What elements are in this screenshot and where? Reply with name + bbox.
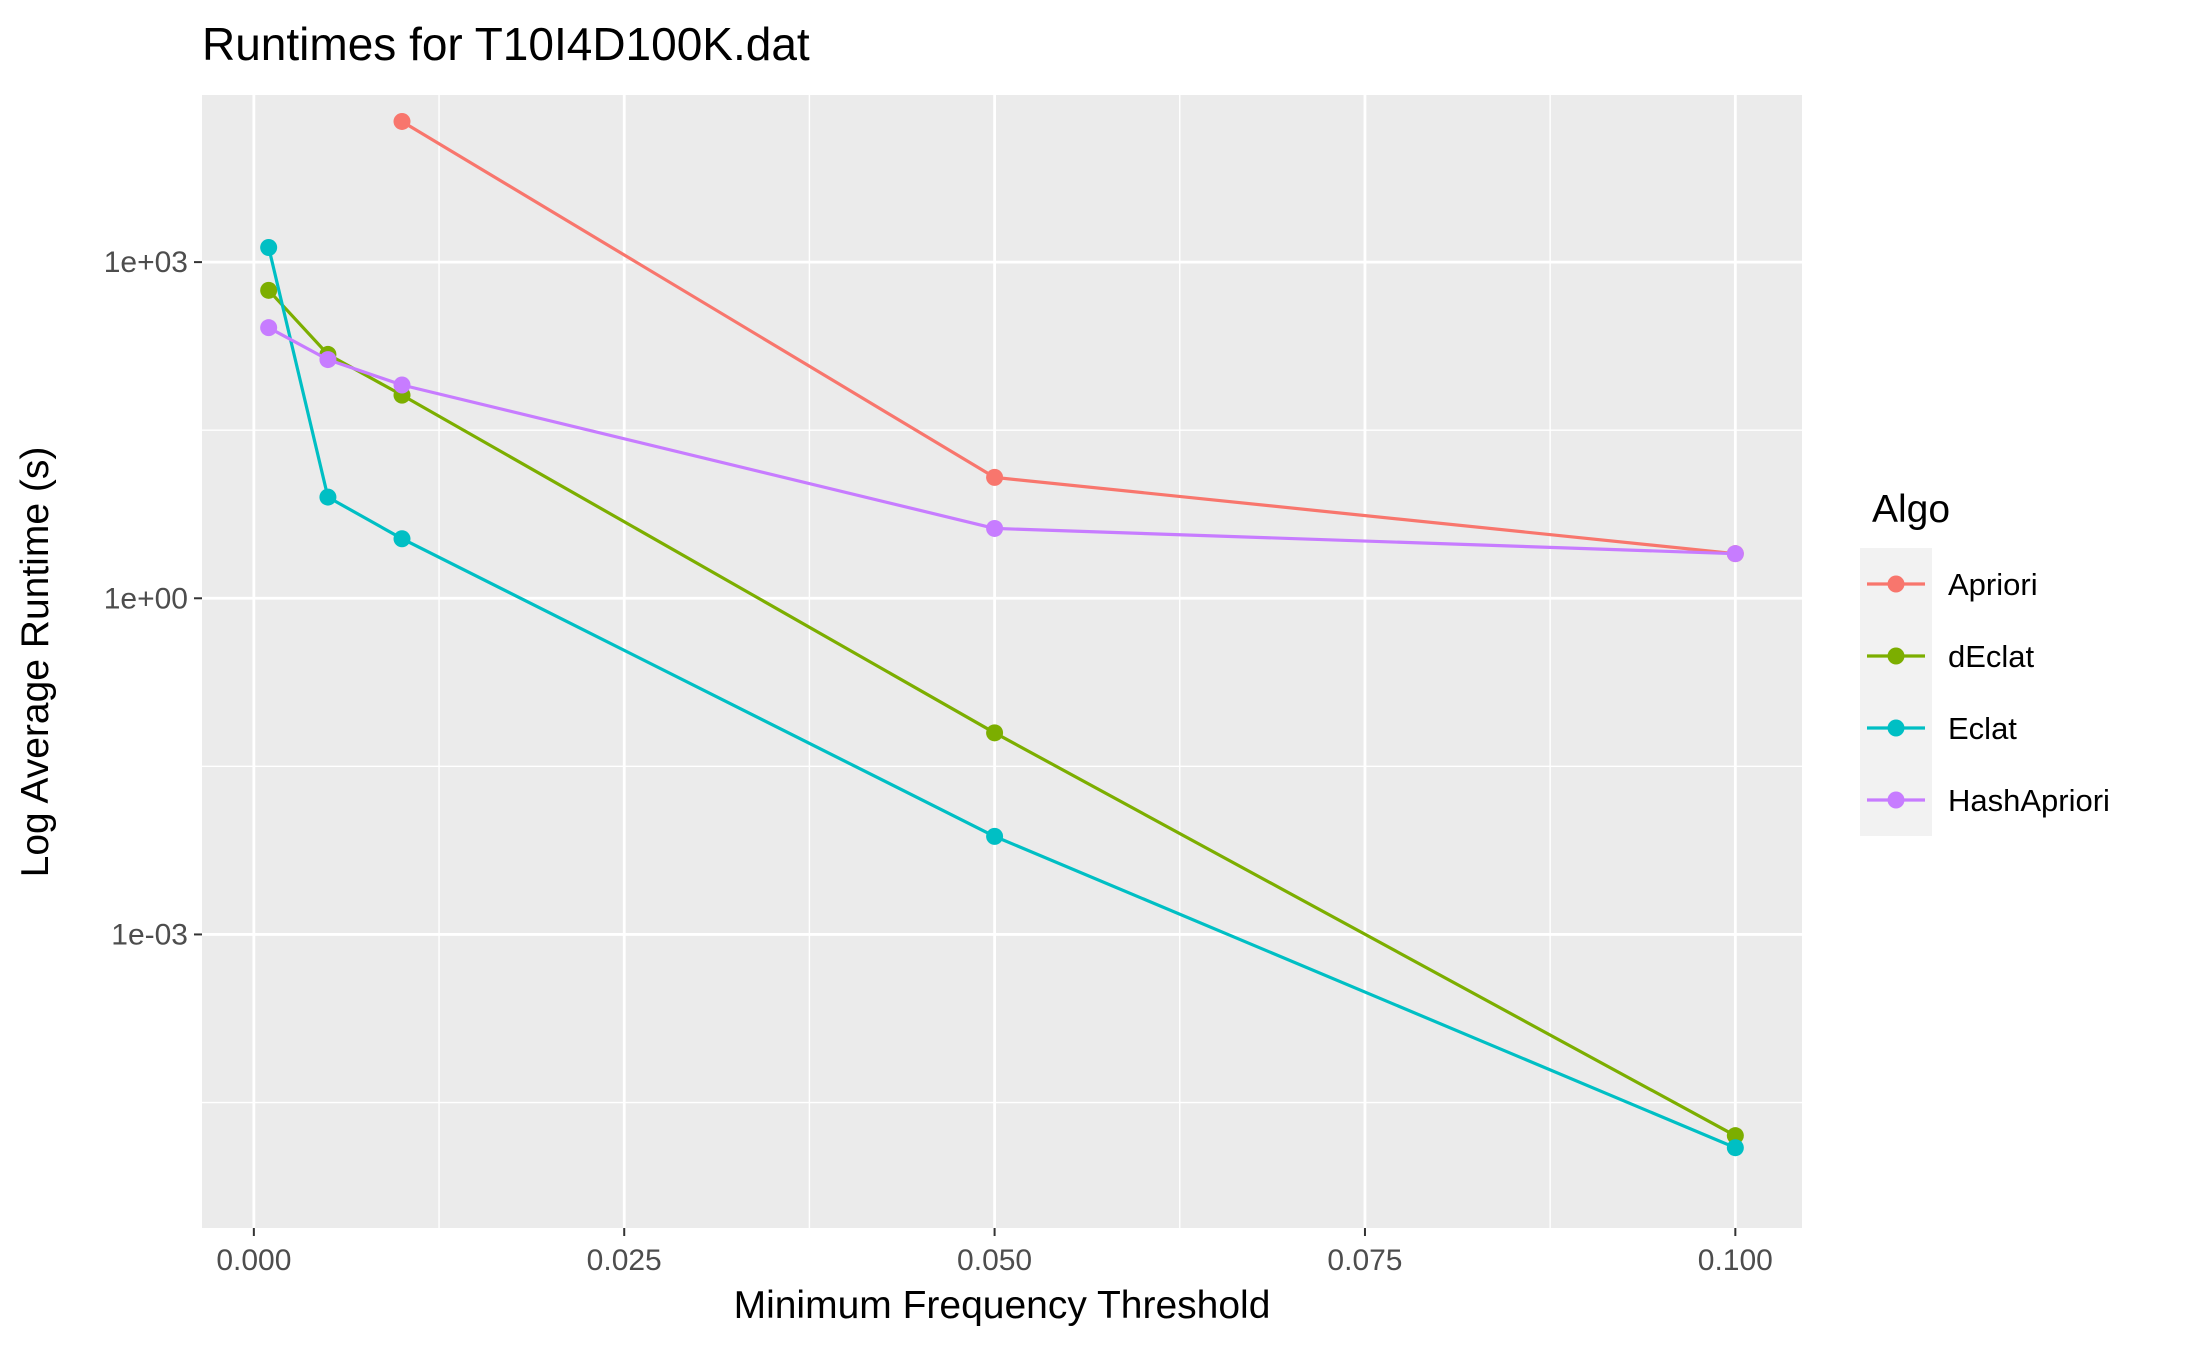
data-point-apriori bbox=[986, 468, 1004, 486]
legend-item-eclat: Eclat bbox=[1860, 692, 2017, 764]
x-tick-label: 0.050 bbox=[957, 1244, 1032, 1277]
y-axis-title: Log Average Runtime (s) bbox=[14, 447, 57, 878]
legend-label: HashApriori bbox=[1948, 783, 2110, 818]
x-tick-label: 0.100 bbox=[1698, 1244, 1773, 1277]
data-point-hashapriori bbox=[260, 319, 278, 337]
x-tick-label: 0.075 bbox=[1327, 1244, 1402, 1277]
data-point-eclat bbox=[1726, 1139, 1744, 1157]
major-gridlines bbox=[202, 95, 1802, 1228]
data-point-declat bbox=[986, 724, 1004, 742]
legend-title: Algo bbox=[1872, 488, 1950, 531]
y-tick-label: 1e+03 bbox=[104, 246, 188, 279]
legend-items: Apriori dEclat Eclat HashApriori bbox=[1860, 548, 2110, 836]
legend-key-point bbox=[1887, 575, 1905, 593]
series-hashapriori bbox=[260, 319, 1744, 563]
legend-key-point bbox=[1887, 647, 1905, 665]
data-point-declat bbox=[260, 281, 278, 299]
legend-item-hashapriori: HashApriori bbox=[1860, 764, 2110, 836]
data-point-hashapriori bbox=[986, 519, 1004, 537]
legend-label: Apriori bbox=[1948, 567, 2038, 602]
data-point-eclat bbox=[319, 488, 337, 506]
legend-item-apriori: Apriori bbox=[1860, 548, 2038, 620]
data-point-declat bbox=[1726, 1127, 1744, 1145]
y-tick-label: 1e+00 bbox=[104, 582, 188, 615]
data-point-hashapriori bbox=[319, 351, 337, 369]
legend-label: dEclat bbox=[1948, 639, 2035, 674]
x-axis-ticks: 0.000 0.025 0.050 0.075 0.100 bbox=[216, 1228, 1773, 1277]
y-tick-label: 1e-03 bbox=[111, 918, 188, 951]
y-axis-ticks: 1e-03 1e+00 1e+03 bbox=[104, 246, 202, 951]
legend-key-point bbox=[1887, 719, 1905, 737]
data-point-hashapriori bbox=[1726, 545, 1744, 563]
x-axis-title: Minimum Frequency Threshold bbox=[734, 1284, 1271, 1327]
data-point-eclat bbox=[260, 239, 278, 257]
legend: Algo Apriori dEclat Eclat HashApriori bbox=[1860, 488, 2110, 836]
legend-key-point bbox=[1887, 791, 1905, 809]
legend-label: Eclat bbox=[1948, 711, 2017, 746]
data-point-eclat bbox=[393, 530, 411, 548]
data-point-eclat bbox=[986, 827, 1004, 845]
x-tick-label: 0.025 bbox=[587, 1244, 662, 1277]
series-eclat bbox=[260, 239, 1744, 1157]
chart-title: Runtimes for T10I4D100K.dat bbox=[202, 18, 810, 70]
plot-panel bbox=[202, 95, 1802, 1228]
series-layer bbox=[260, 112, 1744, 1157]
legend-item-declat: dEclat bbox=[1860, 620, 2035, 692]
x-tick-label: 0.000 bbox=[216, 1244, 291, 1277]
data-point-hashapriori bbox=[393, 376, 411, 394]
minor-gridlines bbox=[202, 95, 1802, 1228]
data-point-apriori bbox=[393, 112, 411, 130]
